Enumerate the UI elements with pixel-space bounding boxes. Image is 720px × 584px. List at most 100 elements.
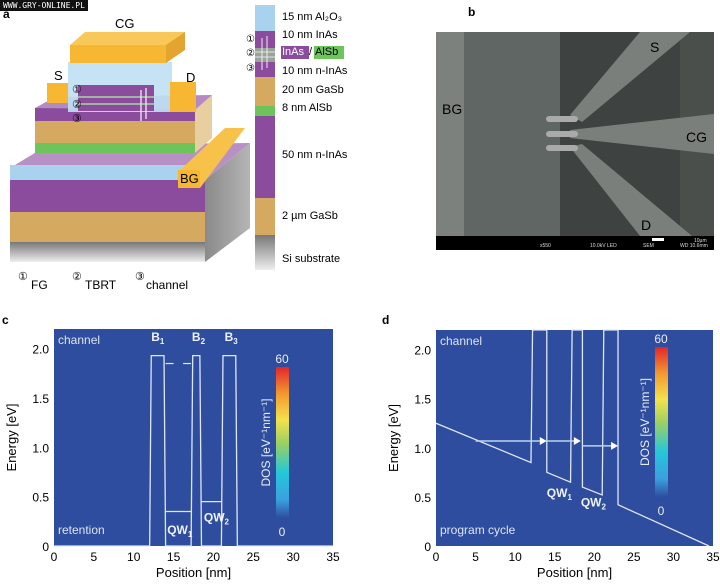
annotation-top-left: channel	[440, 334, 482, 348]
x-tick-label: 0	[433, 550, 440, 564]
x-tick-label: 25	[627, 550, 641, 564]
label-b3: B3	[225, 330, 239, 346]
y-tick-label: 0.5	[414, 491, 431, 505]
annotation-bottom-left: retention	[58, 523, 105, 537]
label-b1-sub: 1	[160, 337, 165, 346]
x-tick-label: 10	[127, 550, 141, 564]
inas-highlight	[281, 46, 309, 59]
y-tick-label: 1.0	[414, 442, 431, 456]
stack-marker-1: ①	[246, 34, 255, 45]
base-gasb-layer	[10, 212, 205, 242]
sem-d-label: D	[641, 217, 651, 233]
annotation-top-left: channel	[58, 333, 100, 347]
label-qw1-main: QW	[167, 523, 188, 537]
y-axis-label: Energy [eV]	[4, 404, 19, 472]
stack-layer-1	[255, 31, 275, 48]
label-qw2-sub: 2	[225, 517, 230, 526]
cg-label: CG	[115, 16, 135, 31]
bg-electrode	[436, 32, 464, 236]
x-tick-label: 35	[706, 550, 720, 564]
colorbar-min: 0	[279, 525, 286, 539]
stack-layer-0	[255, 5, 275, 31]
stack-layer-7	[255, 198, 275, 235]
y-tick-label: 0	[42, 540, 49, 554]
legend-channel: channel	[146, 278, 188, 292]
stack-label-1: 10 nm InAs	[282, 29, 338, 41]
label-qw2: QW2	[581, 496, 607, 512]
stack-layer-6	[255, 116, 275, 198]
arrow-head-icon	[539, 436, 547, 445]
y-tick-label: 1.5	[414, 393, 431, 407]
layer-stack: 15 nm Al₂O₃ 10 nm InAs InAs / AlSb 10 nm n-In…	[246, 5, 348, 270]
arrow-head-icon	[611, 441, 619, 450]
y-tick-label: 2.0	[414, 344, 431, 358]
bg-pad-front	[178, 170, 200, 188]
panel-label-c: c	[2, 313, 9, 327]
y-tick-label: 1.0	[32, 441, 49, 455]
watermark: WWW.GRY-ONLINE.PL	[0, 0, 88, 11]
stack-label-6: 50 nm n-InAs	[282, 149, 348, 161]
finger	[546, 116, 578, 122]
x-tick-label: 15	[167, 550, 181, 564]
colorbar-label: DOS [eV⁻¹nm⁻¹]	[638, 378, 652, 466]
sem-scale: 10µm	[694, 238, 707, 244]
label-qw1: QW1	[547, 486, 573, 502]
legend-marker-3: ③	[135, 271, 145, 283]
label-b3-main: B	[225, 330, 234, 344]
cg-side	[166, 32, 185, 63]
sem-voltage: 10.0kV LED	[590, 243, 617, 249]
label-qw2: QW2	[204, 510, 230, 526]
y-tick-label: 1.5	[32, 392, 49, 406]
marker-3: ③	[72, 113, 82, 125]
d-label: D	[186, 70, 195, 85]
panel-label-b: b	[468, 5, 475, 19]
stack-label-4: 20 nm GaSb	[282, 84, 344, 96]
label-qw1-sub: 1	[188, 530, 193, 539]
stack-marker-2: ②	[246, 48, 255, 59]
sem-mode: SEM	[643, 243, 654, 249]
label-b2: B2	[192, 330, 206, 346]
label-qw2-main: QW	[581, 496, 602, 510]
colorbar	[276, 367, 289, 518]
stack-layer-8	[255, 235, 275, 270]
marker-2: ②	[72, 99, 82, 111]
scale-bar	[652, 238, 664, 241]
sem-cg-label: CG	[686, 129, 707, 145]
base-si-layer	[10, 242, 205, 262]
stack-layer-5	[255, 106, 275, 116]
band-edge-line	[54, 354, 333, 547]
label-b1-main: B	[151, 330, 160, 344]
mesa-alsb	[35, 143, 195, 153]
y-tick-label: 0.5	[32, 491, 49, 505]
stack-label-5: 8 nm AlSb	[282, 102, 332, 114]
x-tick-label: 20	[207, 550, 221, 564]
label-b2-main: B	[192, 330, 201, 344]
label-b1: B1	[151, 330, 165, 346]
source-pad	[47, 83, 68, 103]
drain-pad	[170, 82, 196, 112]
annotation-bottom-left: program cycle	[440, 523, 516, 537]
base-al2o3-layer	[10, 165, 205, 180]
panel-b-sem-image: b x550 10.0kV LED SEM 10µm WD 10.6mm BG …	[436, 5, 714, 250]
legend-marker-2: ②	[72, 271, 82, 283]
cg-lead	[570, 114, 714, 154]
cg-top	[70, 32, 185, 45]
legend-marker-1: ①	[18, 271, 28, 283]
y-axis-label: Energy [eV]	[386, 404, 401, 472]
alsb-highlight	[314, 46, 344, 59]
x-tick-label: 35	[326, 550, 340, 564]
legend-tbrt: TBRT	[85, 278, 117, 292]
sem-magnification: x550	[540, 243, 551, 249]
sem-s-label: S	[650, 39, 659, 55]
label-qw2-main: QW	[204, 510, 225, 524]
label-b2-sub: 2	[201, 337, 206, 346]
s-label: S	[54, 68, 63, 83]
label-qw1: QW1	[167, 523, 193, 539]
stack-label-inas: InAs	[282, 46, 305, 58]
d-lead	[570, 144, 692, 236]
x-tick-label: 25	[247, 550, 261, 564]
base-side-face	[205, 143, 250, 262]
colorbar	[655, 347, 668, 497]
